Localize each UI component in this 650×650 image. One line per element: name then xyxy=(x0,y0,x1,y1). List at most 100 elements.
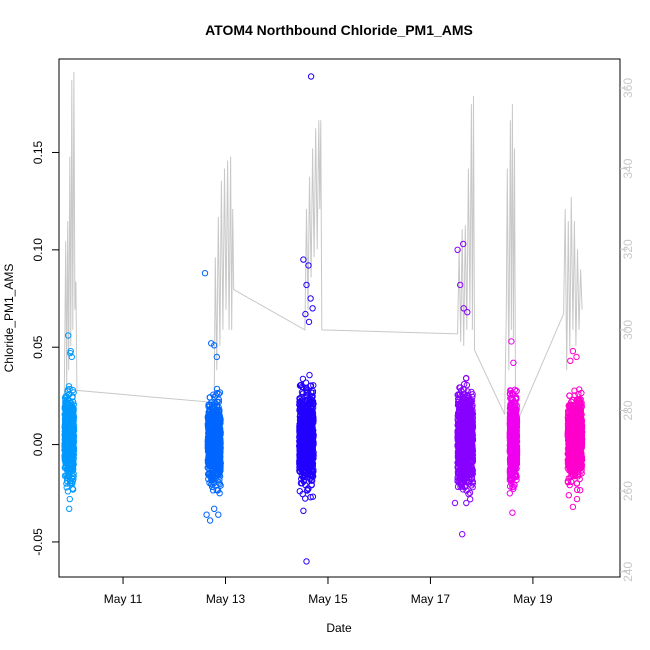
data-point xyxy=(468,388,475,396)
data-point xyxy=(205,420,212,428)
data-point-outlier xyxy=(65,332,72,339)
data-point xyxy=(302,386,310,393)
data-point xyxy=(299,375,307,383)
data-point xyxy=(513,419,520,426)
data-point xyxy=(302,404,310,411)
data-point-outlier xyxy=(203,511,210,518)
data-point xyxy=(460,444,467,451)
data-point-outlier xyxy=(508,338,515,345)
data-point xyxy=(63,456,70,464)
data-point xyxy=(62,393,70,400)
data-point-outlier xyxy=(509,509,516,516)
y-axis-label: Chloride_PM1_AMS xyxy=(2,264,16,373)
data-point xyxy=(66,414,73,421)
data-point xyxy=(462,450,470,458)
points-layer xyxy=(61,73,586,565)
data-point-outlier xyxy=(307,494,314,501)
data-point-outlier xyxy=(300,507,307,514)
data-point xyxy=(458,426,465,433)
data-point xyxy=(302,481,309,489)
data-point xyxy=(458,418,466,426)
data-point xyxy=(307,472,315,479)
data-point xyxy=(70,401,78,408)
data-point-outlier xyxy=(305,262,312,269)
data-point xyxy=(508,460,515,467)
data-point xyxy=(208,483,216,491)
data-point xyxy=(508,389,515,397)
data-point xyxy=(458,483,466,490)
data-point xyxy=(469,416,476,424)
data-point xyxy=(64,488,72,495)
data-point xyxy=(205,452,213,459)
data-point xyxy=(456,391,464,398)
data-point xyxy=(467,397,474,405)
data-point xyxy=(216,412,223,419)
data-point xyxy=(300,409,307,416)
data-point xyxy=(217,437,224,445)
data-point xyxy=(308,481,315,488)
data-point-outlier xyxy=(69,480,76,487)
data-point-outlier xyxy=(63,484,70,491)
data-point xyxy=(300,429,307,436)
data-point xyxy=(510,424,517,431)
data-point xyxy=(67,460,75,467)
data-point xyxy=(296,488,303,495)
data-point xyxy=(64,445,71,452)
data-point xyxy=(208,441,215,448)
data-point xyxy=(458,475,465,483)
cluster-3 xyxy=(296,73,317,565)
data-point xyxy=(465,478,473,485)
data-point xyxy=(205,436,212,443)
data-point xyxy=(466,401,473,408)
data-point xyxy=(296,382,304,389)
data-point xyxy=(509,413,516,420)
data-point xyxy=(506,423,514,430)
data-point xyxy=(70,432,78,439)
data-point-outlier xyxy=(464,309,471,316)
data-point-outlier xyxy=(510,359,517,366)
data-point xyxy=(513,447,521,454)
data-point xyxy=(309,457,316,465)
data-point-outlier xyxy=(68,353,76,361)
data-point xyxy=(214,487,222,494)
data-point-outlier xyxy=(211,505,218,512)
data-point xyxy=(67,422,75,429)
data-point xyxy=(213,450,220,457)
data-point xyxy=(215,390,223,398)
data-point xyxy=(206,462,214,469)
data-point xyxy=(304,424,311,432)
data-point xyxy=(456,472,464,480)
data-point xyxy=(573,480,581,487)
data-point xyxy=(456,439,463,446)
data-point xyxy=(309,398,317,405)
data-point-outlier xyxy=(303,281,310,289)
data-point xyxy=(462,394,469,401)
cluster-1 xyxy=(61,332,78,512)
data-point xyxy=(465,459,472,466)
data-point-outlier xyxy=(213,353,221,361)
data-point xyxy=(66,456,74,463)
data-point xyxy=(67,400,74,407)
data-point xyxy=(297,441,304,448)
cluster-2 xyxy=(201,270,224,524)
data-point xyxy=(512,471,520,478)
data-point xyxy=(309,455,316,462)
data-point xyxy=(206,401,213,408)
data-point xyxy=(62,404,69,411)
data-point xyxy=(512,458,519,466)
data-point xyxy=(458,398,465,405)
data-point xyxy=(511,434,518,441)
data-point xyxy=(301,460,308,467)
data-point xyxy=(465,402,473,409)
data-point xyxy=(296,426,303,433)
data-point xyxy=(209,422,216,429)
data-point xyxy=(463,381,471,389)
data-point xyxy=(461,432,469,439)
data-point-outlier xyxy=(457,281,464,289)
data-point xyxy=(300,450,308,457)
data-point xyxy=(296,395,303,403)
data-point xyxy=(459,466,466,473)
data-point xyxy=(306,371,313,379)
